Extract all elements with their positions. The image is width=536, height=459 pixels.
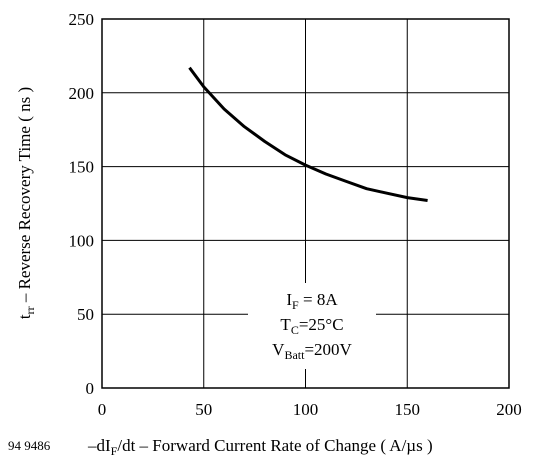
- y-axis-label: trr – Reverse Recovery Time ( ns ): [15, 87, 37, 319]
- annotation-box: [248, 283, 376, 369]
- tick-labels: 0 50 100 150 200 0 50 100 150 200 250: [69, 10, 522, 419]
- annotation-line-1: IF = 8A: [286, 290, 338, 312]
- x-tick-label: 0: [98, 400, 107, 419]
- x-tick-label: 50: [195, 400, 212, 419]
- y-tick-label: 100: [69, 231, 95, 250]
- series-line: [188, 66, 428, 202]
- y-tick-label: 150: [69, 158, 95, 177]
- y-tick-label: 250: [69, 10, 95, 29]
- x-tick-label: 100: [293, 400, 319, 419]
- annotation-line-2: TC=25°C: [280, 315, 343, 337]
- y-tick-label: 0: [86, 379, 95, 398]
- annotation-line-3: VBatt=200V: [272, 340, 352, 362]
- plot-frame: [101, 18, 510, 389]
- x-tick-label: 150: [395, 400, 421, 419]
- x-tick-label: 200: [496, 400, 522, 419]
- y-tick-label: 200: [69, 84, 95, 103]
- figure-code: 94 9486: [8, 438, 51, 453]
- y-tick-label: 50: [77, 305, 94, 324]
- x-axis-label: –dIF/dt – Forward Current Rate of Change…: [87, 436, 433, 458]
- series: [188, 66, 428, 202]
